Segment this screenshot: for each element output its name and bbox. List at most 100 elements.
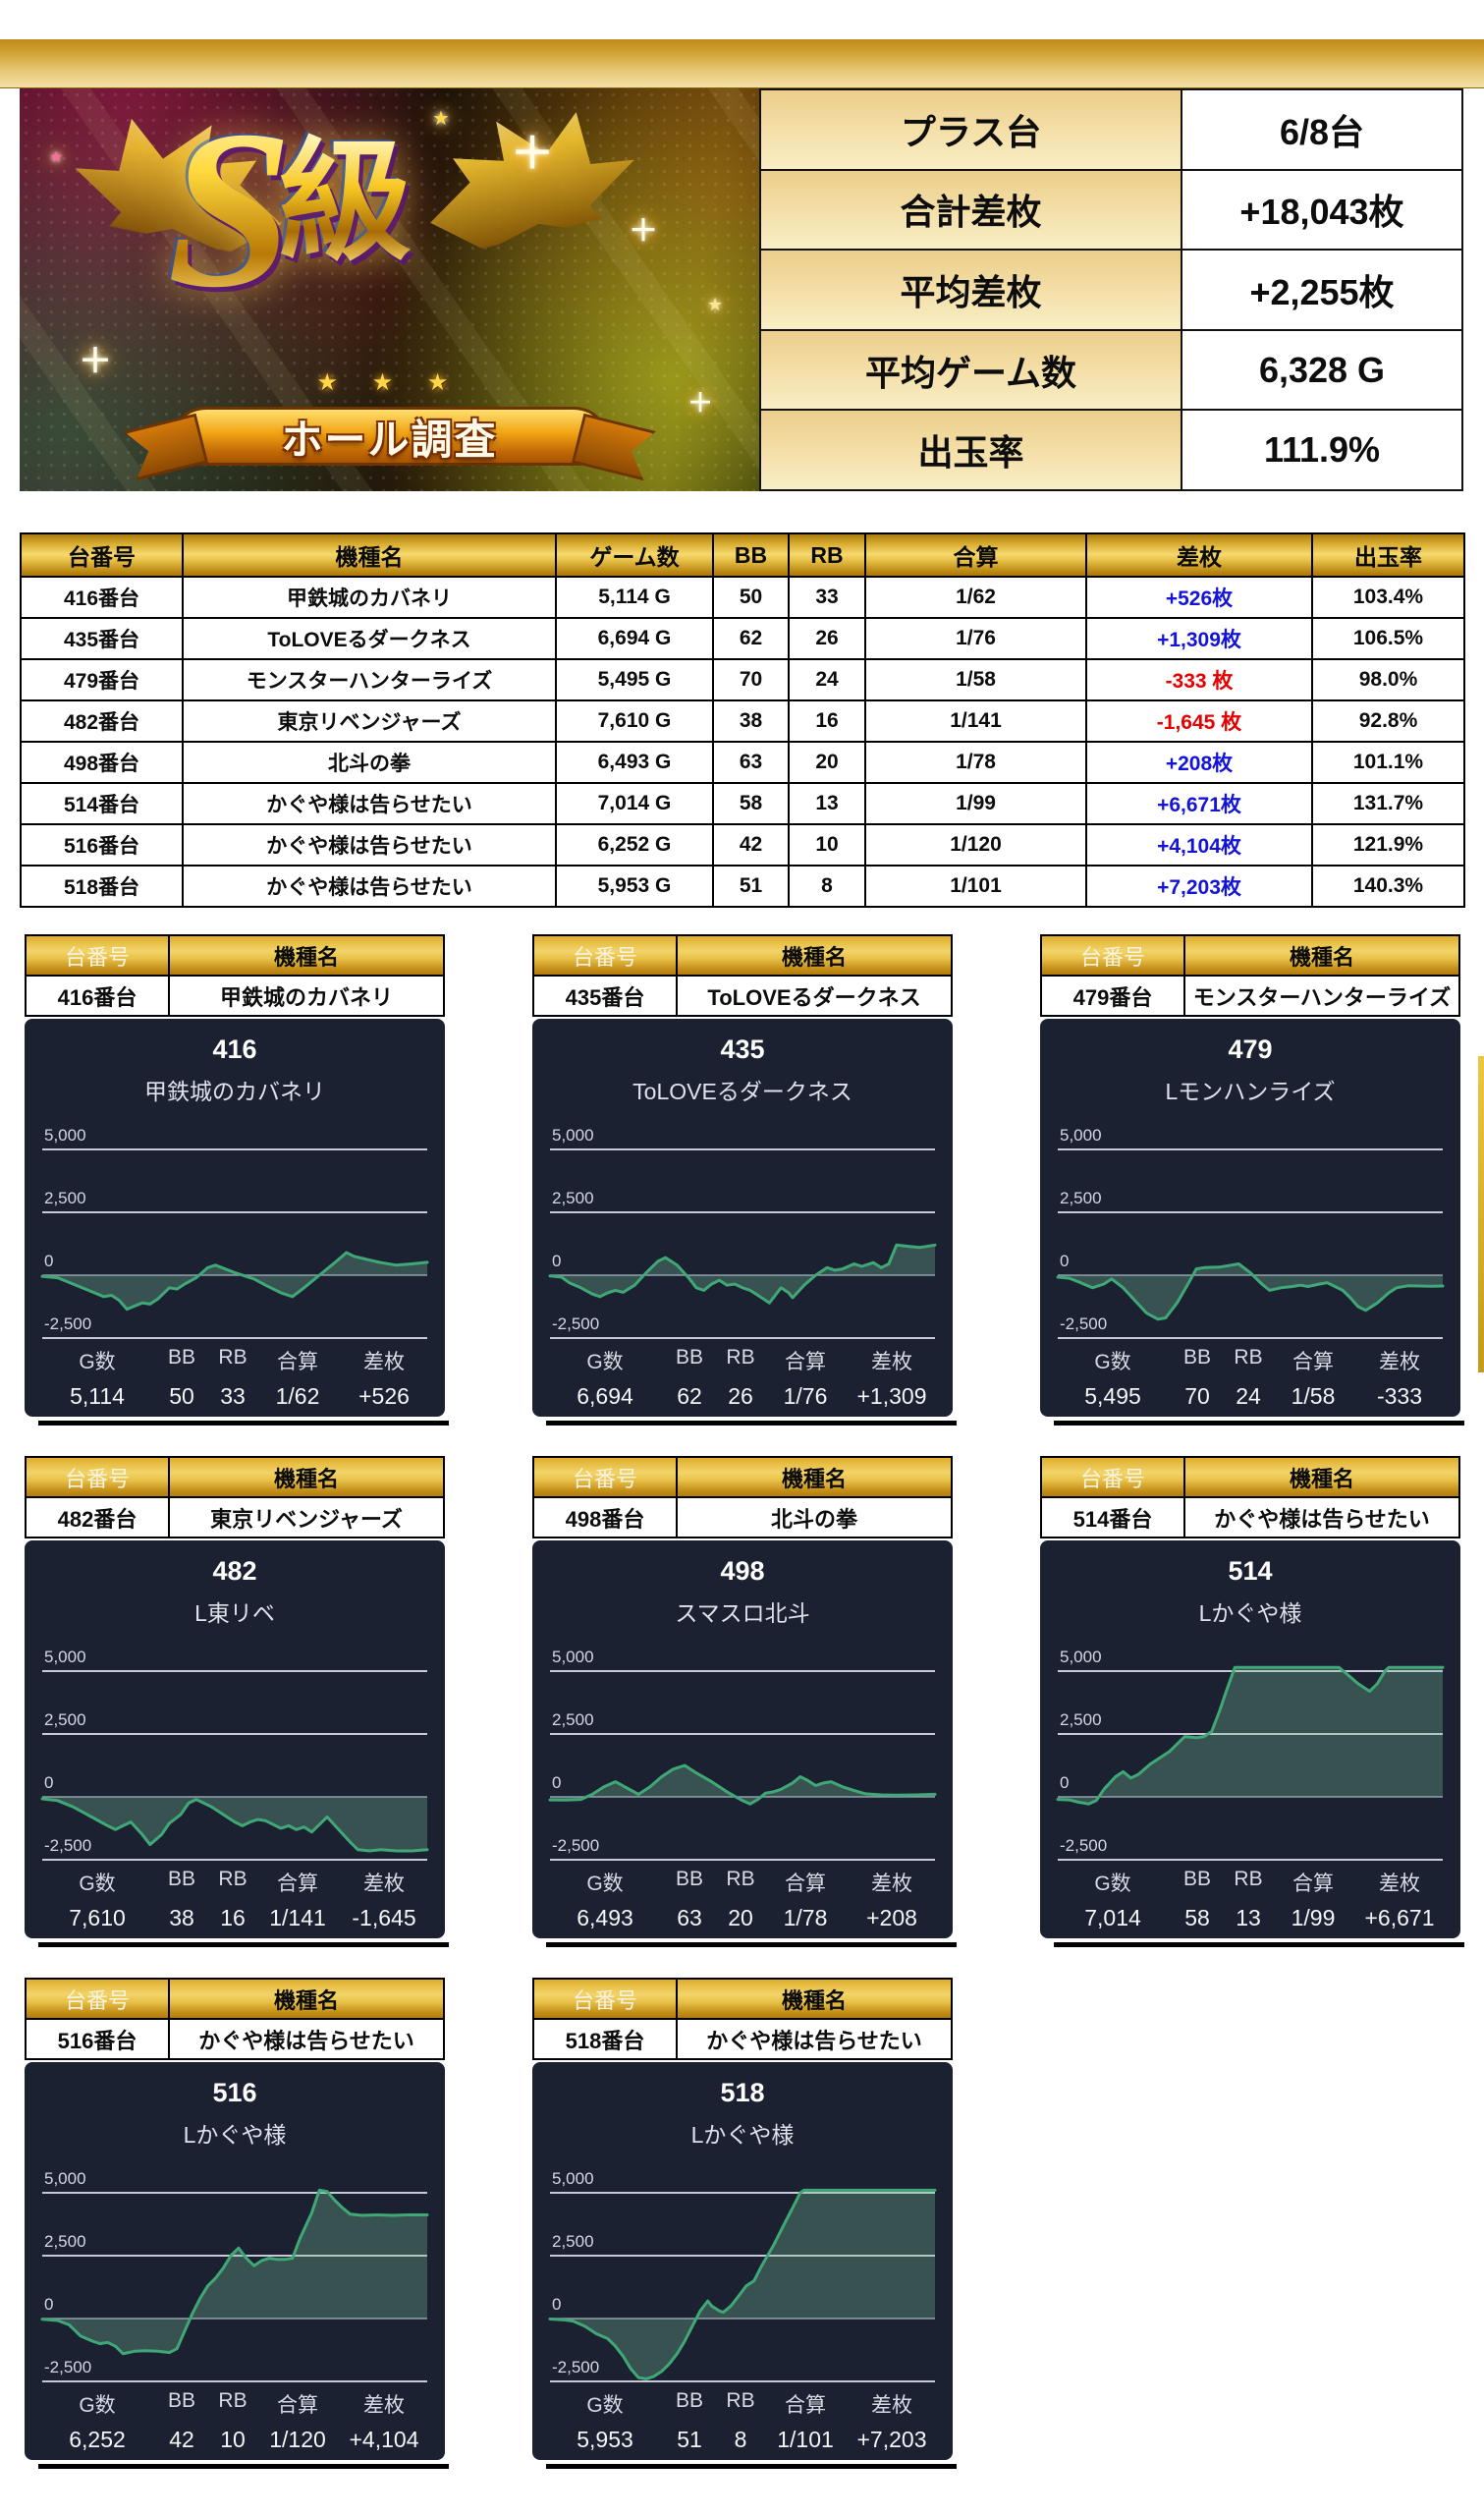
slump-line <box>1056 1262 1445 1321</box>
column-header: RB <box>788 532 866 578</box>
stat-label: 合算 <box>1292 1873 1334 1895</box>
stat-label: RB <box>218 1868 247 1890</box>
y-axis-label: 0 <box>44 2295 53 2314</box>
table-row: 518番台 かぐや様は告らせたい 5,953 G 51 8 1/101 +7,203枚 140… <box>20 865 1465 908</box>
card-dai-value: 518番台 <box>532 2018 678 2060</box>
cell-games: 6,252 G <box>555 823 714 867</box>
slump-area-fill <box>550 1245 935 1304</box>
summary-value: 6/8台 <box>1181 88 1463 171</box>
stat-label: 差枚 <box>871 2394 912 2417</box>
y-axis-label: -2,500 <box>44 1836 91 1855</box>
stat-label: BB <box>675 1868 703 1890</box>
cell-kishu: かぐや様は告らせたい <box>182 865 557 908</box>
cell-gassan: 1/62 <box>864 576 1087 619</box>
stat-value: 1/101 <box>777 2427 834 2452</box>
slump-chart-panel: 498 スマスロ北斗 5,000 2,500 0 -2,500 G数 BB RB 合算 差枚 6,49… <box>532 1540 953 1938</box>
stat-value: 51 <box>677 2427 702 2452</box>
cell-rate: 106.5% <box>1311 617 1465 660</box>
star-icon: ★ <box>707 295 724 314</box>
card-kishu-value: かぐや様は告らせたい <box>676 2018 953 2060</box>
stat-value: 50 <box>169 1383 194 1409</box>
cell-kishu: かぐや様は告らせたい <box>182 823 557 867</box>
card-header-table: 台番号 機種名 482番台 東京リベンジャーズ <box>25 1456 445 1538</box>
summary-row: プラス台 6/8台 <box>759 88 1463 171</box>
stat-label: 合算 <box>785 1351 826 1373</box>
slump-chart-panel: 416 甲鉄城のカバネリ 5,000 2,500 0 -2,500 G数 BB RB 合算 差枚 5,… <box>25 1019 445 1417</box>
stat-label: RB <box>218 1346 247 1369</box>
card-header-row: 台番号 機種名 <box>532 1456 953 1498</box>
chart-machine-number: 479 <box>1228 1034 1273 1064</box>
stat-label: BB <box>675 1346 703 1369</box>
y-axis-label: 5,000 <box>1060 1648 1102 1666</box>
slump-line <box>548 2188 937 2380</box>
stat-label: RB <box>218 2389 247 2412</box>
y-axis-label: 2,500 <box>44 1189 86 1207</box>
cell-samai: -1,645 枚 <box>1085 699 1313 743</box>
cell-kishu: 東京リベンジャーズ <box>182 699 557 743</box>
cell-gassan: 1/120 <box>864 823 1087 867</box>
stat-label: BB <box>1182 1868 1211 1890</box>
stat-label: G数 <box>586 1873 624 1895</box>
stat-label: 合算 <box>785 1873 826 1895</box>
stat-label: 合算 <box>277 2394 318 2417</box>
ribbon-text: ホール調査 <box>281 416 498 463</box>
y-axis-label: 0 <box>552 2295 561 2314</box>
slump-line <box>40 2188 429 2356</box>
chart-machine-name: Lモンハンライズ <box>1165 1079 1336 1104</box>
stat-value: +6,671 <box>1364 1905 1435 1930</box>
card-dai-value: 498番台 <box>532 1496 678 1538</box>
slump-chart-panel: 479 Lモンハンライズ 5,000 2,500 0 -2,500 G数 BB RB 合算 差枚 5,… <box>1040 1019 1460 1417</box>
stat-value: 1/141 <box>269 1905 326 1930</box>
slump-line <box>548 1243 937 1305</box>
slump-chart-panel: 514 Lかぐや様 5,000 2,500 0 -2,500 G数 BB RB 合算 差枚 7,014… <box>1040 1540 1460 1938</box>
stat-value: 1/62 <box>275 1383 320 1409</box>
top-gold-bar <box>0 39 1484 88</box>
chart-machine-name: Lかぐや様 <box>183 2122 287 2148</box>
y-axis-label: -2,500 <box>552 1836 599 1855</box>
cell-rb: 24 <box>788 658 866 701</box>
chart-stats: G数 BB RB 合算 差枚 6,252 42 10 1/120 +4,104 <box>38 2389 431 2453</box>
cell-bb: 70 <box>712 658 790 701</box>
card-kishu-value: モンスターハンターライズ <box>1183 975 1460 1017</box>
y-axis-label: 5,000 <box>44 1126 86 1145</box>
stat-label: BB <box>167 2389 195 2412</box>
chart-stats-values: 7,014 58 13 1/99 +6,671 <box>1054 1897 1447 1931</box>
sparkle-icon: ＋ <box>687 388 714 418</box>
cell-dai: 416番台 <box>20 576 184 619</box>
card-header-kishu-label: 機種名 <box>168 934 445 977</box>
card-value-row: 516番台 かぐや様は告らせたい <box>25 2018 445 2060</box>
cell-kishu: モンスターハンターライズ <box>182 658 557 701</box>
card-header-dai-label: 台番号 <box>532 934 678 977</box>
chart-stats: G数 BB RB 合算 差枚 7,014 58 13 1/99 +6,671 <box>1054 1868 1447 1931</box>
hero-section: S級 ＋ ＋ ＋ ＋ ＋ ★ ★ ★ ★ ★ ★ ホール調査 プラス台6/8台合… <box>20 88 1463 491</box>
cell-dai: 435番台 <box>20 617 184 660</box>
banner-stars: ★ ★ ★ <box>316 369 463 396</box>
card-dai-value: 514番台 <box>1040 1496 1185 1538</box>
table-row: 516番台 かぐや様は告らせたい 6,252 G 42 10 1/120 +4,104枚 12… <box>20 823 1465 867</box>
card-value-row: 416番台 甲鉄城のカバネリ <box>25 975 445 1017</box>
y-axis-label: -2,500 <box>44 1314 91 1333</box>
y-axis-label: 5,000 <box>552 1126 594 1145</box>
machine-card-416: 台番号 機種名 416番台 甲鉄城のカバネリ 416 甲鉄城のカバネリ 5,000 2,500… <box>25 934 449 1426</box>
stat-value: +526 <box>358 1383 410 1409</box>
card-shadow <box>546 1942 957 1947</box>
stat-value: 58 <box>1184 1905 1210 1930</box>
slump-chart-panel: 516 Lかぐや様 5,000 2,500 0 -2,500 G数 BB RB 合算 差枚 6,252… <box>25 2062 445 2460</box>
cell-gassan: 1/99 <box>864 782 1087 825</box>
cell-games: 6,493 G <box>555 741 714 784</box>
summary-value: 111.9% <box>1181 409 1463 491</box>
chart-stats-labels: G数 BB RB 合算 差枚 <box>1054 1868 1447 1897</box>
cell-games: 5,953 G <box>555 865 714 908</box>
y-axis-label: -2,500 <box>1060 1314 1107 1333</box>
slump-area-fill <box>42 2190 427 2354</box>
column-header: ゲーム数 <box>555 532 714 578</box>
y-axis-label: -2,500 <box>44 2358 91 2376</box>
cell-rb: 13 <box>788 782 866 825</box>
cell-samai: +526枚 <box>1085 576 1313 619</box>
cell-rb: 26 <box>788 617 866 660</box>
stat-value: 5,114 <box>70 1383 125 1409</box>
stat-value: 6,493 <box>577 1905 633 1930</box>
y-axis-label: 2,500 <box>44 1710 86 1729</box>
stat-label: RB <box>726 1346 755 1369</box>
table-row: 416番台 甲鉄城のカバネリ 5,114 G 50 33 1/62 +526枚 103.4% <box>20 576 1465 619</box>
